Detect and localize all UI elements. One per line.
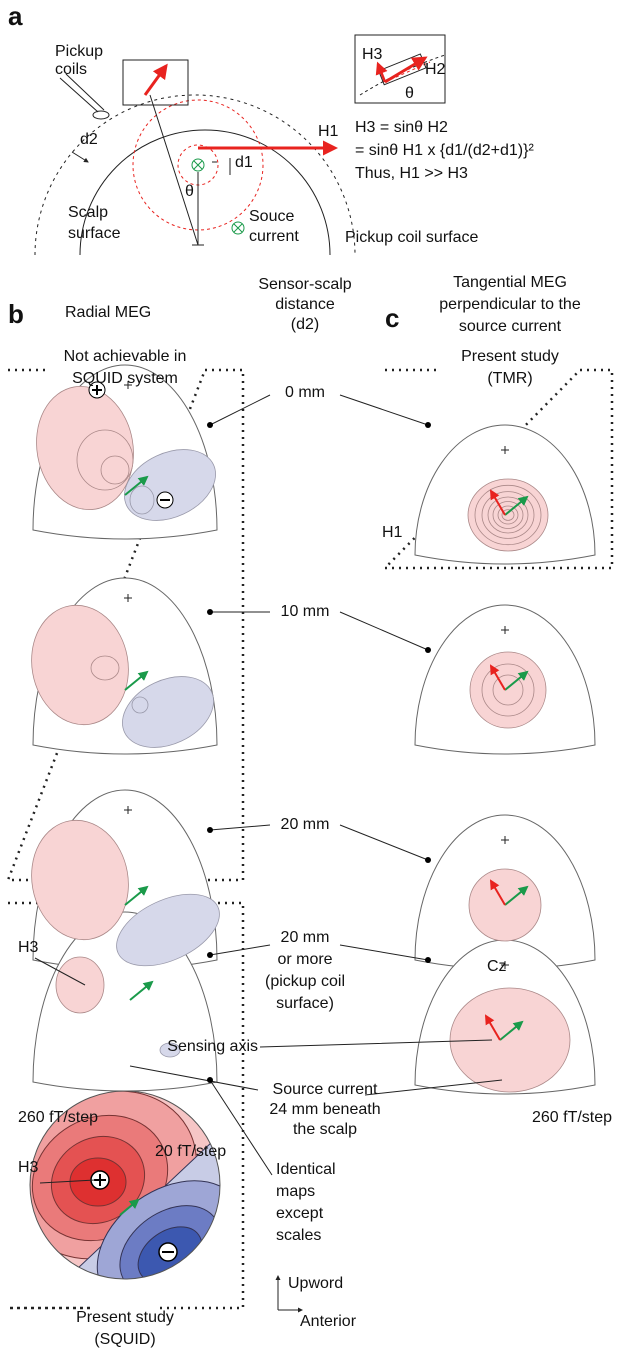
connector-dot — [425, 647, 431, 653]
h3-label: H3 — [18, 1159, 39, 1176]
connector-dot — [207, 827, 213, 833]
theta-label: θ — [185, 183, 194, 200]
panel-label: b — [8, 299, 24, 329]
identical-maps-label: Identical — [276, 1161, 336, 1178]
distance-label: surface) — [276, 995, 334, 1012]
negative-contour — [130, 486, 154, 514]
source-current-label: current — [249, 228, 299, 245]
positive-contour — [91, 656, 119, 680]
positive-contour — [56, 957, 104, 1013]
source-current-label: 24 mm beneath — [269, 1101, 380, 1118]
connector-dot — [207, 952, 213, 958]
connector-dot — [425, 957, 431, 963]
negative-contour — [132, 697, 148, 713]
pickup-coil-surface-label: Pickup coil surface — [345, 229, 478, 246]
axis-label: Anterior — [300, 1313, 357, 1330]
box-label: (TMR) — [487, 370, 532, 387]
source-current-label: Source current — [273, 1081, 378, 1098]
connector-dot — [425, 422, 431, 428]
identical-maps-label: scales — [276, 1227, 321, 1244]
h2-label: H2 — [425, 61, 446, 78]
connector-dot — [207, 1077, 213, 1083]
equation: H3 = sinθ H2 — [355, 119, 448, 136]
distance-label: 10 mm — [281, 603, 330, 620]
scalp-surface-label: Scalp — [68, 204, 108, 221]
connector-dot — [207, 422, 213, 428]
d2-label: d2 — [80, 131, 98, 148]
scalp-surface-label: surface — [68, 225, 121, 242]
equation: = sinθ H1 x {d1/(d2+d1)}² — [355, 142, 534, 159]
box-label: (SQUID) — [94, 1331, 155, 1348]
distance-label: 20 mm — [281, 816, 330, 833]
equation: Thus, H1 >> H3 — [355, 165, 468, 182]
box-label: Present study — [461, 348, 559, 365]
h3-label: H3 — [362, 46, 383, 63]
h1-label: H1 — [318, 123, 339, 140]
panel-title: perpendicular to the — [439, 296, 581, 313]
axis-label: Upword — [288, 1275, 343, 1292]
positive-contour — [101, 456, 129, 484]
identical-maps-label: maps — [276, 1183, 315, 1200]
box-label: SQUID system — [72, 370, 178, 387]
pickup-coils-label: Pickup — [55, 43, 103, 60]
cz-label: Cz — [487, 958, 507, 975]
distance-label: 0 mm — [285, 384, 325, 401]
distance-label: or more — [277, 951, 332, 968]
connector-dot — [425, 857, 431, 863]
panel-title: source current — [459, 318, 562, 335]
distance-header: Sensor-scalp — [258, 276, 351, 293]
connector-dot — [207, 609, 213, 615]
pickup-coils-label: coils — [55, 61, 87, 78]
box-label: Present study — [76, 1309, 174, 1326]
source-current-label: Souce — [249, 208, 294, 225]
panel-title: Radial MEG — [65, 304, 151, 321]
scale-label: 20 fT/step — [155, 1143, 226, 1160]
sensing-axis-label: Sensing axis — [167, 1038, 258, 1055]
distance-label: (pickup coil — [265, 973, 345, 990]
scale-label: 260 fT/step — [18, 1109, 98, 1126]
scale-label: 260 fT/step — [532, 1109, 612, 1126]
theta-label: θ — [405, 85, 414, 102]
distance-label: 20 mm — [281, 929, 330, 946]
positive-contour — [450, 988, 570, 1092]
box-label: Not achievable in — [64, 348, 187, 365]
distance-header: (d2) — [291, 316, 319, 333]
panel-label: c — [385, 303, 399, 333]
d1-label: d1 — [235, 154, 253, 171]
source-current-label: the scalp — [293, 1121, 357, 1138]
figure: a Pickupcoils d2 d1 θ H1 Scalp surface Souce curr… — [0, 0, 624, 1372]
panel-label: a — [8, 1, 23, 31]
identical-maps-label: except — [276, 1205, 324, 1222]
panel-title: Tangential MEG — [453, 274, 567, 291]
distance-header: distance — [275, 296, 335, 313]
h3-label: H3 — [18, 939, 39, 956]
h1-label: H1 — [382, 524, 403, 541]
